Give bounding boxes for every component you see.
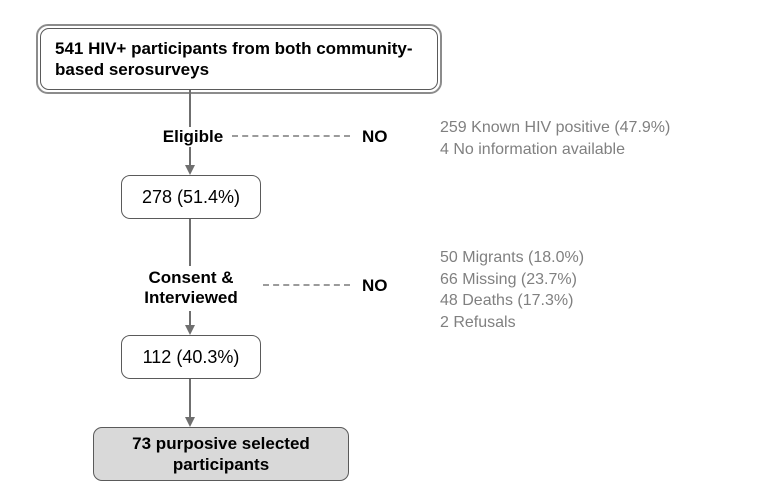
arrow-1 [185,165,195,175]
eligible-box: 278 (51.4%) [121,175,261,219]
no-label-2: NO [362,276,388,296]
reason-2-line-2: 48 Deaths (17.3%) [440,290,584,312]
start-box-text: 541 HIV+ participants from both communit… [55,38,423,81]
no-label-1: NO [362,127,388,147]
reason-1-line-0: 259 Known HIV positive (47.9%) [440,117,670,139]
connector-3 [189,379,191,420]
eligible-label-text: Eligible [163,127,223,146]
dash-2 [263,284,350,286]
consent-label-text: Consent & Interviewed [144,268,238,307]
final-box-text: 73 purposive selected participants [104,433,338,476]
no-label-2-text: NO [362,276,388,295]
consent-label: Consent & Interviewed [120,266,262,311]
reason-1-line-1: 4 No information available [440,139,670,161]
reason-block-1: 259 Known HIV positive (47.9%) 4 No info… [440,117,670,160]
reason-2-line-0: 50 Migrants (18.0%) [440,247,584,269]
eligible-label: Eligible [156,127,230,147]
final-box: 73 purposive selected participants [93,427,349,481]
consent-box: 112 (40.3%) [121,335,261,379]
arrow-3 [185,417,195,427]
reason-2-line-3: 2 Refusals [440,312,584,334]
consent-box-text: 112 (40.3%) [143,346,240,369]
no-label-1-text: NO [362,127,388,146]
arrow-2 [185,325,195,335]
dash-1 [232,135,350,137]
eligible-box-text: 278 (51.4%) [142,186,240,209]
reason-block-2: 50 Migrants (18.0%) 66 Missing (23.7%) 4… [440,247,584,333]
start-box: 541 HIV+ participants from both communit… [40,28,438,90]
reason-2-line-1: 66 Missing (23.7%) [440,269,584,291]
